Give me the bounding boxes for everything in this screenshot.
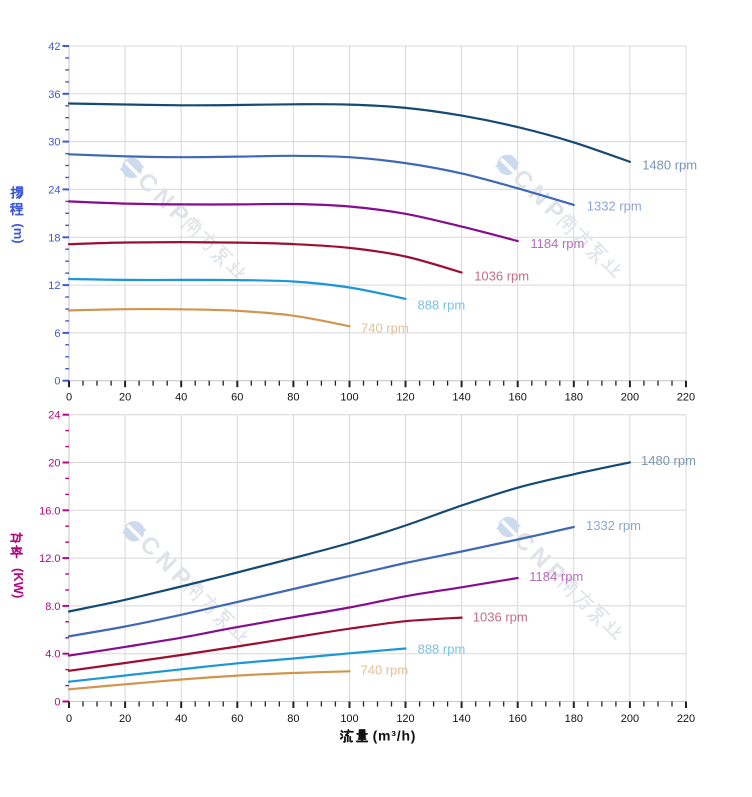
svg-text:120: 120: [396, 713, 414, 725]
svg-text:40: 40: [175, 392, 187, 404]
svg-text:740 rpm: 740 rpm: [361, 663, 409, 678]
svg-text:42: 42: [48, 41, 60, 53]
svg-text:888 rpm: 888 rpm: [418, 297, 466, 312]
svg-text:4.0: 4.0: [45, 649, 60, 661]
svg-text:220: 220: [677, 392, 695, 404]
svg-text:60: 60: [231, 713, 243, 725]
svg-text:160: 160: [509, 713, 527, 725]
svg-text:(KW): (KW): [11, 568, 26, 598]
svg-text:160: 160: [509, 392, 527, 404]
svg-text:200: 200: [621, 713, 639, 725]
svg-text:0: 0: [66, 713, 72, 725]
svg-text:12: 12: [48, 280, 60, 292]
svg-text:1184 rpm: 1184 rpm: [529, 569, 583, 584]
svg-text:80: 80: [287, 713, 299, 725]
svg-text:1480 rpm: 1480 rpm: [641, 453, 696, 468]
svg-text:120: 120: [396, 392, 414, 404]
svg-text:220: 220: [677, 713, 695, 725]
svg-text:36: 36: [48, 89, 60, 101]
svg-text:0: 0: [54, 376, 60, 388]
svg-text:180: 180: [565, 392, 583, 404]
svg-text:12.0: 12.0: [39, 553, 60, 565]
svg-text:20: 20: [119, 713, 131, 725]
svg-text:0: 0: [66, 392, 72, 404]
svg-text:8.0: 8.0: [45, 601, 60, 613]
svg-text:1332 rpm: 1332 rpm: [587, 199, 642, 214]
svg-text:30: 30: [48, 137, 60, 149]
svg-text:1036 rpm: 1036 rpm: [474, 268, 529, 283]
svg-text:80: 80: [287, 392, 299, 404]
svg-text:180: 180: [565, 713, 583, 725]
svg-text:(m): (m): [11, 223, 26, 243]
svg-text:(m³/h): (m³/h): [373, 728, 417, 744]
svg-text:140: 140: [452, 392, 470, 404]
svg-text:1332 rpm: 1332 rpm: [586, 518, 641, 533]
svg-text:16.0: 16.0: [39, 505, 60, 517]
svg-text:100: 100: [340, 713, 358, 725]
svg-text:60: 60: [231, 392, 243, 404]
svg-text:1036 rpm: 1036 rpm: [473, 609, 528, 624]
svg-text:20: 20: [48, 458, 60, 470]
svg-text:140: 140: [452, 713, 470, 725]
svg-text:18: 18: [48, 232, 60, 244]
svg-text:0: 0: [54, 697, 60, 709]
svg-text:1184 rpm: 1184 rpm: [530, 236, 584, 251]
svg-text:200: 200: [621, 392, 639, 404]
svg-text:40: 40: [175, 713, 187, 725]
svg-text:740 rpm: 740 rpm: [361, 320, 409, 335]
svg-text:100: 100: [340, 392, 358, 404]
svg-text:6: 6: [54, 328, 60, 340]
svg-text:1480 rpm: 1480 rpm: [642, 157, 697, 172]
svg-text:888 rpm: 888 rpm: [418, 642, 466, 657]
svg-text:20: 20: [119, 392, 131, 404]
svg-text:24: 24: [48, 184, 60, 196]
svg-text:24: 24: [48, 410, 60, 422]
